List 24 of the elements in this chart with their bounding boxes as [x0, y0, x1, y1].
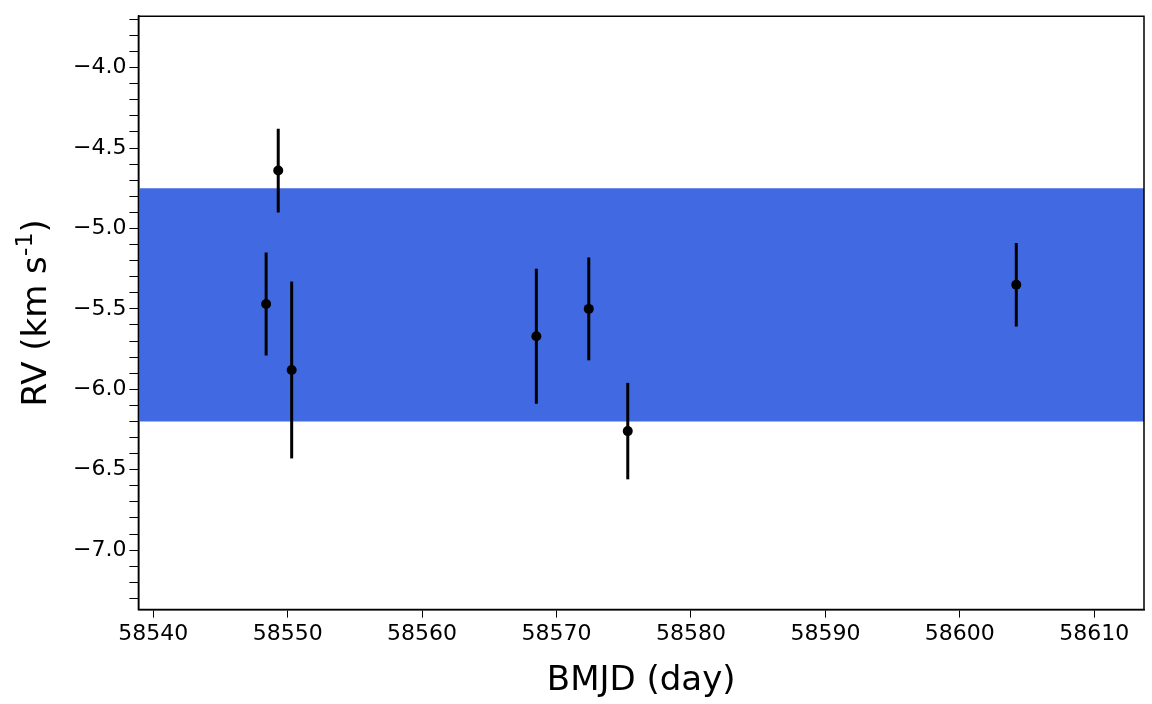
point — [286, 364, 297, 375]
point — [261, 299, 272, 310]
y-tick-label: −5.5 — [73, 294, 127, 320]
y-tick-label: −6.5 — [73, 455, 127, 481]
x-axis-title: BMJD (day) — [546, 658, 736, 698]
x-tick-label: 58610 — [1059, 619, 1130, 645]
y-tick-label: −6.0 — [73, 375, 127, 400]
x-tick-label: 58560 — [387, 619, 458, 645]
x-tick-label: 58580 — [655, 619, 726, 645]
x-tick-label: 58570 — [521, 619, 592, 645]
x-tick-label: 58590 — [790, 619, 861, 645]
y-tick-label: −4.0 — [73, 53, 127, 79]
y-axis-title: RV (km s-1) — [10, 219, 54, 407]
y-tick-label: −4.5 — [73, 133, 127, 159]
x-tick-label: 58600 — [924, 619, 995, 645]
y-tick-label: −5.0 — [73, 214, 127, 240]
x-tick-label: 58550 — [252, 619, 323, 645]
point — [583, 303, 594, 314]
x-tick-label: 58540 — [118, 619, 189, 645]
point — [1011, 279, 1022, 290]
point — [531, 331, 542, 342]
point — [622, 426, 633, 437]
point — [273, 165, 284, 176]
y-tick-label: −7.0 — [73, 535, 127, 561]
